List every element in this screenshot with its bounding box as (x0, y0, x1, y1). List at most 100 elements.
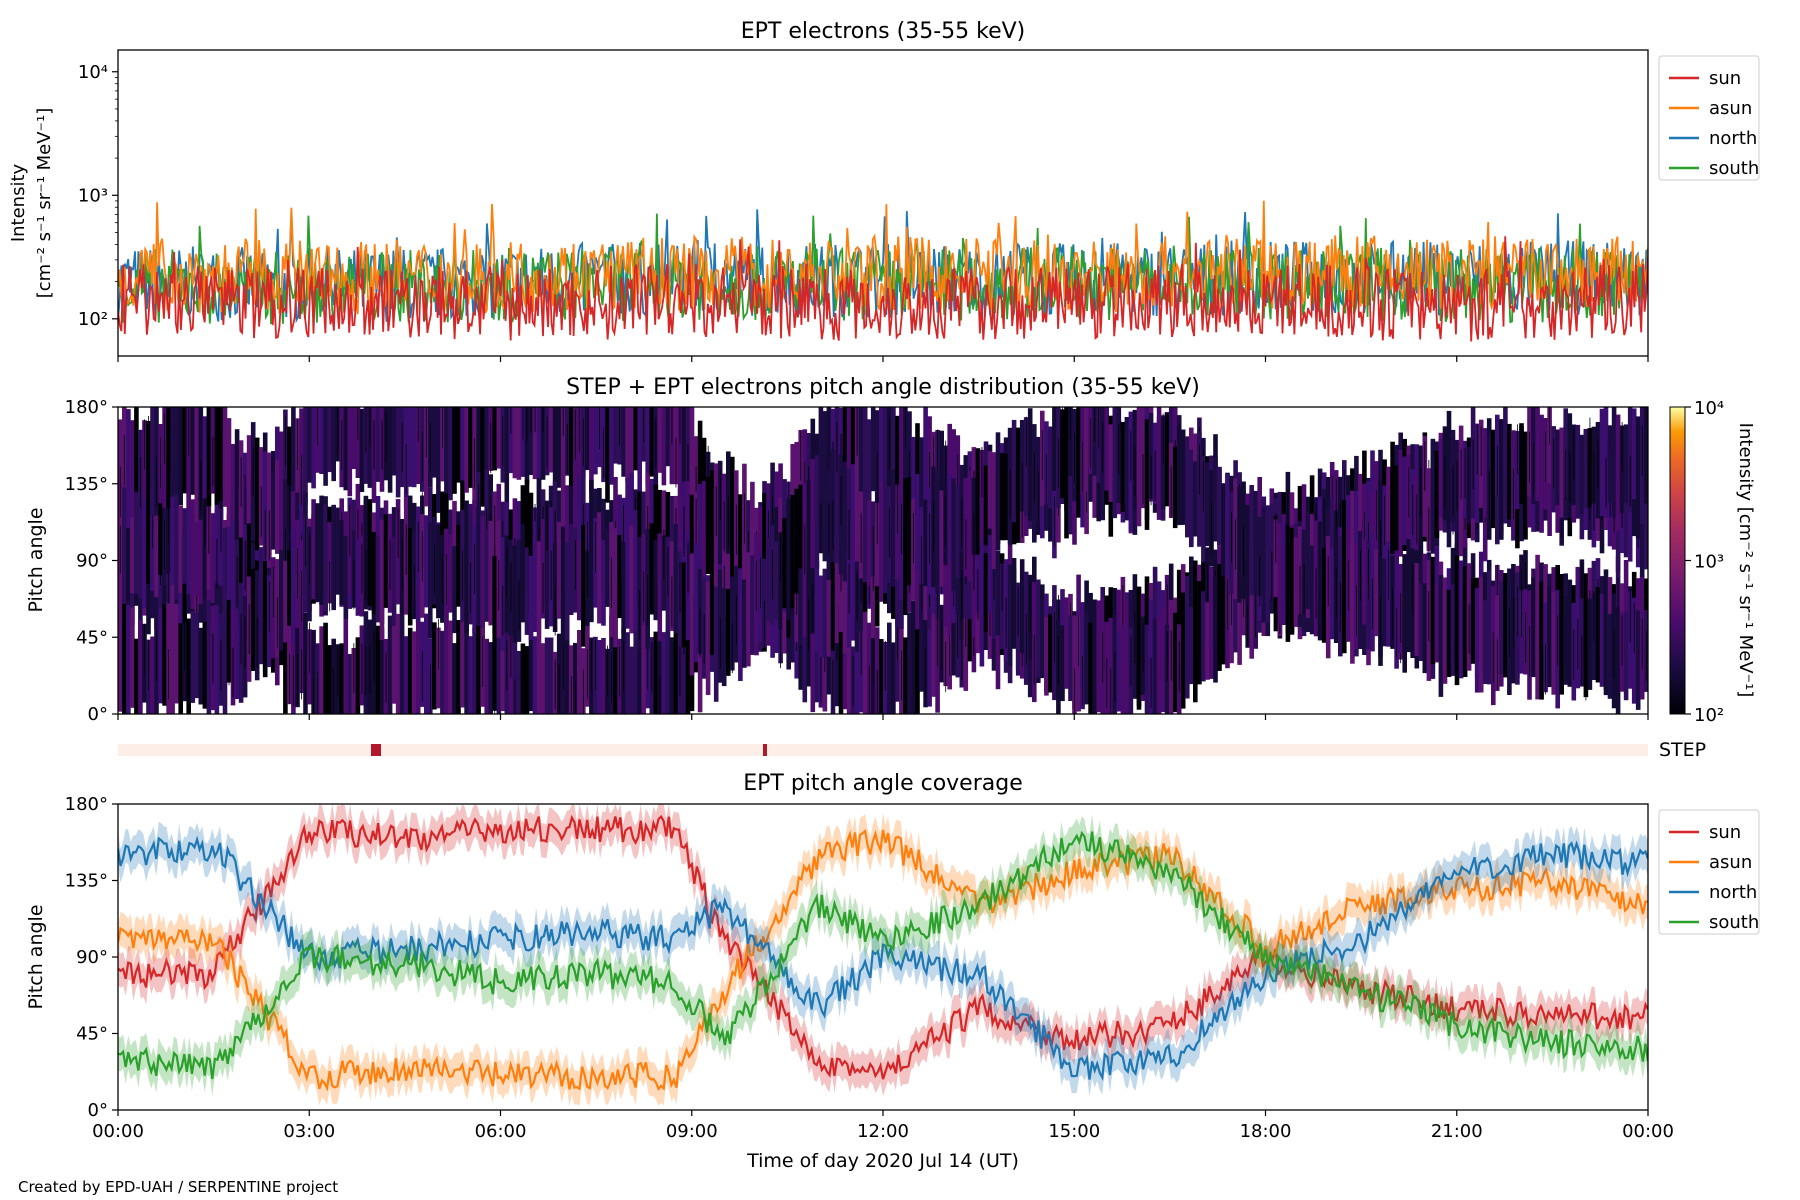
pad-cell (1068, 615, 1073, 701)
pad-cell (126, 605, 131, 714)
pad-cell (577, 539, 582, 621)
pad-cell (182, 508, 187, 584)
pad-cell (621, 542, 626, 634)
pad-cell (1623, 611, 1629, 701)
pad-cell (1112, 407, 1118, 511)
pad-cell (271, 472, 276, 550)
pad-cell (1213, 456, 1218, 541)
pad-cell (923, 499, 928, 587)
pad-cell (448, 534, 453, 613)
pad-cell (669, 496, 675, 574)
pad-cell (943, 517, 948, 628)
pad-cell (407, 528, 413, 626)
pad-cell (1631, 408, 1637, 500)
pad-cell (653, 539, 659, 621)
pad-cell (701, 481, 707, 587)
pad-cell (540, 407, 546, 480)
pad-cell (275, 460, 280, 554)
y-tick-label: 135° (65, 871, 108, 892)
pad-cell (1418, 583, 1424, 661)
pad-cell (842, 461, 848, 582)
pad-cell (721, 588, 727, 687)
pad-cell (170, 472, 175, 585)
pad-cell (625, 407, 630, 482)
pad-cell (468, 407, 473, 488)
pad-cell (798, 529, 803, 646)
pad-cell (202, 416, 208, 499)
pad-cell (742, 580, 747, 668)
pad-cell (854, 468, 860, 562)
pad-cell (170, 611, 175, 714)
pad-cell (1096, 600, 1101, 713)
legend-label-north: north (1709, 882, 1757, 903)
pad-cell (681, 407, 687, 500)
pad-cell (464, 407, 469, 493)
pad-cell (182, 532, 187, 653)
pad-cell (178, 407, 183, 506)
pad-cell (1205, 602, 1210, 680)
pad-cell (194, 515, 200, 596)
pad-cell (1627, 466, 1633, 562)
series-line-sun (118, 236, 1648, 342)
series-line-sun (118, 814, 1648, 1080)
pad-cell (424, 613, 429, 714)
pad-cell (448, 620, 453, 714)
pad-cell (1007, 564, 1013, 667)
pad-cell (713, 586, 719, 702)
pad-cell (411, 631, 417, 714)
pad-cell (786, 498, 791, 620)
pad-cell (520, 524, 526, 623)
y-tick-label: 90° (76, 947, 108, 968)
pad-cell (915, 526, 920, 630)
pad-cell (1019, 559, 1025, 653)
pad-cell (436, 524, 441, 619)
pad-cell (577, 477, 582, 573)
pad-cell (1265, 505, 1271, 623)
pad-cell (874, 503, 880, 587)
pad-cell (174, 480, 179, 600)
pad-cell (1547, 586, 1552, 688)
pad-cell (705, 581, 711, 695)
pad-cell (1217, 466, 1222, 546)
pad-cell (476, 507, 481, 626)
pad-cell (633, 407, 638, 471)
pad-cell (512, 407, 518, 479)
pad-cell (939, 490, 944, 587)
pad-cell (1193, 600, 1198, 703)
pad-cell (907, 477, 912, 586)
pad-cell (987, 535, 993, 613)
pad-cell (1092, 621, 1097, 714)
pad-cell (1434, 450, 1440, 538)
pad-cell (327, 645, 332, 714)
pad-cell (532, 636, 538, 714)
pad-cell (122, 480, 127, 603)
pad-cell (814, 561, 820, 652)
pad-cell (222, 527, 228, 611)
pad-cell (1434, 584, 1440, 663)
pad-cell (500, 625, 506, 712)
pad-cell (536, 643, 542, 714)
pad-cell (488, 642, 493, 714)
pad-cell (126, 409, 131, 529)
pad-cell (1185, 437, 1190, 538)
pad-cell (234, 429, 240, 540)
pad-cell (1176, 425, 1182, 526)
pad-cell (1052, 407, 1057, 491)
pad-cell (887, 622, 892, 714)
pad-cell (130, 502, 135, 594)
pad-cell (544, 550, 550, 629)
pad-cell (1450, 584, 1456, 676)
pad-cell (556, 407, 562, 488)
pad-x-ticks (117, 714, 1649, 720)
pad-cell (415, 407, 421, 484)
pad-cell (806, 479, 812, 571)
pad-cell (258, 549, 264, 665)
pad-cell (323, 504, 328, 612)
pad-cell (1213, 576, 1218, 683)
pad-cell (1567, 611, 1573, 687)
pad-cell (814, 455, 820, 569)
pad-cell (560, 526, 566, 645)
pad-cell (858, 407, 864, 520)
pad-cell (1523, 431, 1528, 509)
pad-cell (641, 491, 646, 573)
